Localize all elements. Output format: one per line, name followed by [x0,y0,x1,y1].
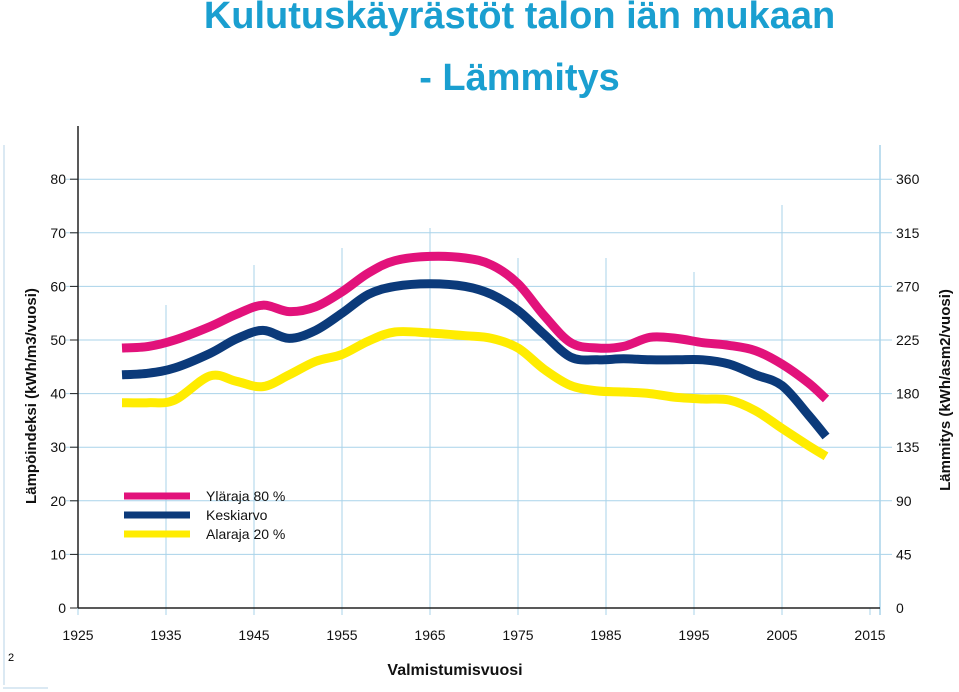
x-tick-label: 1955 [326,627,357,643]
x-axis-label: Valmistumisvuosi [387,662,522,679]
x-tick-label: 1965 [414,627,445,643]
x-tick-label: 1925 [62,627,93,643]
slide-left-accent [3,145,5,685]
legend-item-mean-label: Keskiarvo [206,507,268,523]
y-tick-label-right: 45 [896,546,912,562]
y-tick-label-right: 270 [896,278,920,294]
axes [77,126,880,609]
tick-labels: 0 0 10 45 20 90 30 135 40 180 50 225 60 270 70 315 80 360… [50,171,919,643]
y-tick-label-left: 80 [50,171,66,187]
x-tick-label: 2005 [766,627,797,643]
x-tick-label: 1995 [678,627,709,643]
y-tick-label-right: 135 [896,439,920,455]
y-tick-label-right: 90 [896,493,912,509]
y-tick-label-left: 40 [50,386,66,402]
series-line-lower [121,326,829,461]
y-tick-label-left: 20 [50,493,66,509]
y-tick-label-right: 225 [896,332,920,348]
x-tick-label: 1945 [238,627,269,643]
title-line-2: - Lämmitys [419,57,620,99]
y-axis-label-right: Lämmitys (kWh/asm2/vuosi) [937,289,954,491]
title-line-1: Kulutuskäyrästöt talon iän mukaan [203,0,836,37]
y-tick-label-right: 315 [896,225,920,241]
x-tick-label: 2015 [854,627,885,643]
y-tick-label-left: 50 [50,332,66,348]
x-tick-label: 1975 [502,627,533,643]
x-tick-label: 1985 [590,627,621,643]
series-line-upper [121,251,830,403]
y-axis-label-left: Lämpöindeksi (kWh/m3/vuosi) [23,288,40,504]
series-lines [121,251,830,461]
legend-item-upper-label: Yläraja 80 % [206,488,285,504]
legend: Yläraja 80 % Keskiarvo Alaraja 20 % [124,488,285,542]
y-tick-label-right: 0 [896,600,904,616]
slide-number: 2 [8,652,15,664]
series-line-mean [121,279,830,440]
y-tick-label-left: 0 [58,600,66,616]
y-tick-label-left: 10 [50,546,66,562]
y-tick-label-right: 360 [896,171,920,187]
slide-bottom-accent [3,687,48,689]
y-tick-label-left: 60 [50,278,66,294]
x-tick-label: 1935 [150,627,181,643]
y-tick-label-left: 30 [50,439,66,455]
y-tick-label-right: 180 [896,386,920,402]
y-tick-label-left: 70 [50,225,66,241]
legend-item-lower-label: Alaraja 20 % [206,526,285,542]
